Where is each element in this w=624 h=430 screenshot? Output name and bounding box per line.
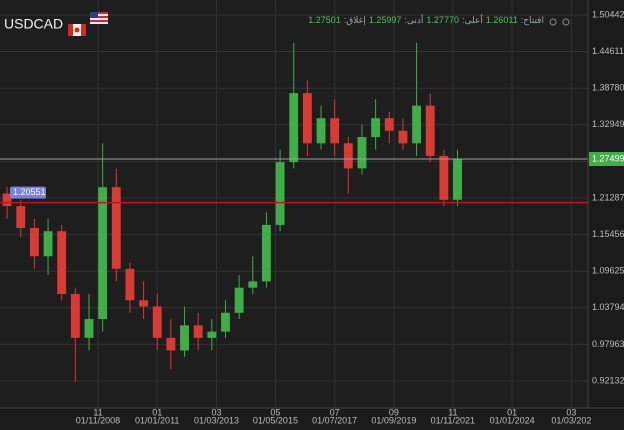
candle-body [330,118,340,144]
x-tick-label: 01/09/2019 [371,415,416,425]
candle-body [289,93,299,163]
y-tick-label: 1.21287 [592,192,624,202]
candle-body [302,93,312,144]
candle-body [57,231,67,294]
x-tick-label-top: 11 [448,407,457,417]
y-tick-label: 1.44611 [592,46,624,56]
ohlc-label: افتتاح: [520,15,544,25]
x-tick-label: 01/03/2013 [194,415,239,425]
symbol-title: USDCAD [4,16,63,32]
candle-body [234,287,244,313]
candle-body [412,105,422,144]
ohlc-label: أعلى: [461,15,483,25]
last-price-badge [589,152,624,167]
x-tick-label: 01/11/2021 [431,415,475,425]
candle-body [453,158,462,200]
x-tick-label-top: 01 [507,407,517,417]
y-axis-band [588,0,624,425]
ohlc-legend: افتتاح:1.26011أعلى:1.27770أدنى:1.25997إغ… [305,15,544,26]
candle-body [193,325,203,338]
x-tick-label: 01/07/2017 [312,415,357,425]
candle-body [152,306,162,338]
candle-body [248,281,258,288]
x-tick-label: 01/01/2011 [135,415,179,425]
candle-body [357,137,367,169]
legend-icons[interactable] [549,18,570,26]
candle-body [84,319,94,338]
candle-body [166,337,176,351]
candle-body [384,118,394,131]
x-tick-label-top: 11 [93,407,102,417]
candle-body [371,118,381,138]
y-tick-label: 0.97963 [592,339,624,349]
y-tick-label: 1.38780 [592,83,624,93]
ohlc-label: أدنى: [404,15,424,25]
y-tick-label: 1.15456 [592,229,624,239]
candle-body [111,187,121,269]
ohlc-value: 1.25997 [368,15,402,25]
candle-body [275,162,285,225]
x-tick-label: 01/11/2008 [76,415,120,425]
candle-body [207,331,217,338]
plot [0,42,588,382]
candle-body [16,206,26,229]
x-tick-label-top: 09 [389,407,399,417]
y-tick-label: 0.92132 [592,375,624,385]
y-tick-label: 1.09625 [592,266,624,276]
x-tick-label-top: 03 [211,407,221,417]
candle-body [221,312,230,332]
candle-body [439,155,449,200]
y-tick-label: 1.32949 [592,119,624,129]
axes: 1.504421.446111.387801.329491.271181.212… [10,9,624,425]
candle-body [398,130,408,144]
candle-body [125,268,135,301]
candle-body [98,187,108,320]
candle-body [180,325,189,351]
candle-body [343,143,353,169]
x-tick-label-top: 03 [566,407,576,417]
level-badge [10,186,46,199]
ohlc-value: 1.27770 [426,15,459,25]
x-tick-label: 01/01/2024 [490,415,535,425]
candle-body [29,228,39,257]
candle-body [316,118,326,144]
last-price-label: 1.27499 [592,153,624,163]
ohlc-label: إغلاق: [343,15,366,25]
candle-body [70,293,80,338]
y-tick-label: 1.03794 [592,302,624,312]
ohlc-value: 1.26011 [485,15,518,25]
flag-us [90,12,108,24]
candle-body [2,193,12,207]
x-tick-label-top: 07 [330,407,340,417]
level-label: 1.20551 [13,187,46,197]
ohlc-value: 1.27501 [308,15,341,25]
candle-body [43,231,53,257]
candle-body [139,300,149,307]
x-tick-label: 01/03/202 [551,415,591,425]
candle-body [425,105,435,156]
flag-ca [68,24,86,36]
x-tick-label-top: 01 [152,407,162,417]
x-tick-label-top: 05 [270,407,280,417]
y-tick-label: 1.50442 [592,9,624,19]
candle-body [261,224,271,282]
x-tick-label: 01/05/2015 [253,415,298,425]
x-axis-band [0,408,624,425]
